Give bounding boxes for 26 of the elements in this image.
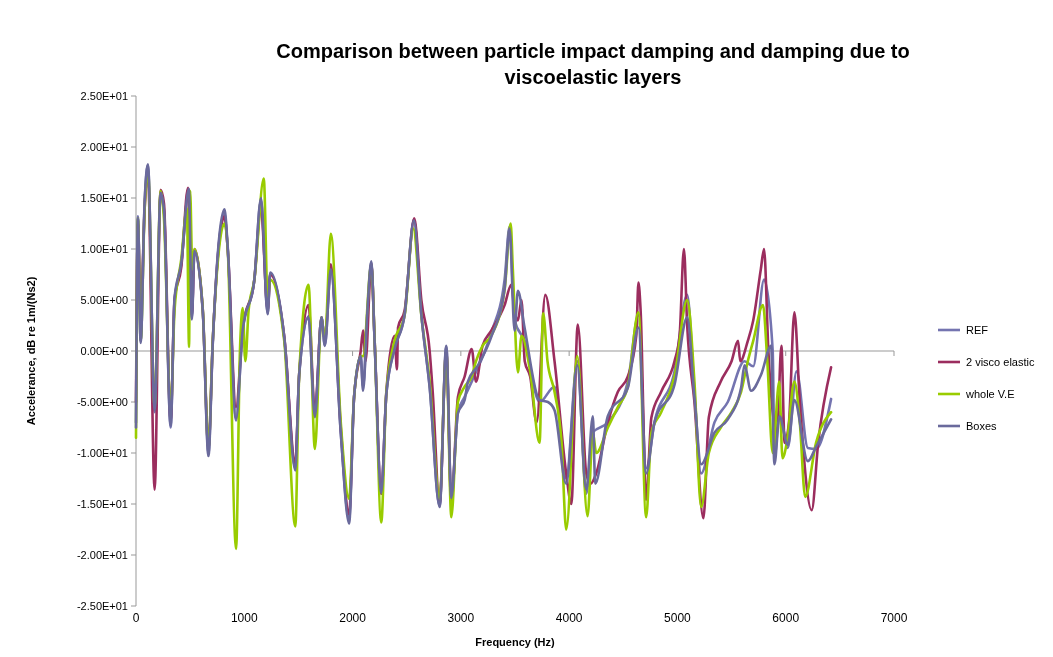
y-tick-label: 1.00E+01 [80, 242, 128, 255]
x-tick-label: 5000 [664, 611, 692, 625]
y-tick-label: -1.00E+01 [76, 446, 128, 459]
y-tick-label: 1.50E+01 [80, 191, 128, 204]
legend-label: Boxes [966, 419, 998, 432]
y-tick-label: 5.00E+00 [80, 293, 128, 306]
y-tick-label: 2.50E+01 [80, 89, 128, 102]
y-tick-label: 2.00E+01 [80, 140, 128, 153]
y-tick-label: -5.00E+00 [76, 395, 128, 408]
x-tick-label: 6000 [772, 611, 800, 625]
y-axis-title: Accelerance, dB re 1m/(Ns2) [25, 276, 37, 426]
x-axis-title: Frequency (Hz) [475, 636, 556, 648]
legend-label: REF [966, 323, 989, 336]
y-tick-label: 0.00E+00 [80, 344, 128, 357]
y-tick-label: -2.50E+01 [76, 599, 128, 612]
y-tick-label: -1.50E+01 [76, 497, 128, 510]
x-tick-label: 3000 [447, 611, 475, 625]
x-tick-label: 0 [132, 611, 140, 625]
x-tick-label: 2000 [339, 611, 367, 625]
y-tick-label: -2.00E+01 [76, 548, 128, 561]
legend-label: whole V.E [965, 387, 1015, 400]
x-tick-label: 1000 [230, 611, 258, 625]
x-tick-label: 7000 [880, 611, 908, 625]
legend-label: 2 visco elastic [966, 355, 1035, 368]
chart-title: Comparison between particle impact damping and damping due to viscoelastic layers [276, 40, 910, 88]
x-tick-label: 4000 [555, 611, 583, 625]
